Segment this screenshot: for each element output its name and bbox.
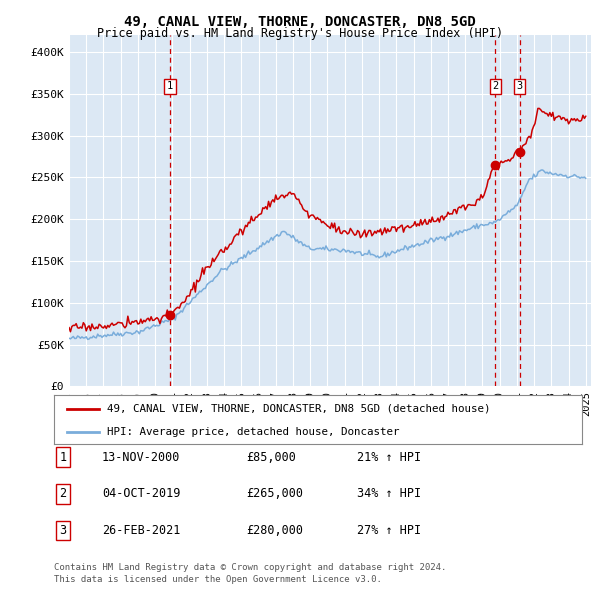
Text: 21% ↑ HPI: 21% ↑ HPI xyxy=(357,451,421,464)
Text: 26-FEB-2021: 26-FEB-2021 xyxy=(102,524,181,537)
Text: 1: 1 xyxy=(59,451,67,464)
Text: £265,000: £265,000 xyxy=(246,487,303,500)
Text: HPI: Average price, detached house, Doncaster: HPI: Average price, detached house, Donc… xyxy=(107,427,400,437)
Text: 2: 2 xyxy=(59,487,67,500)
Text: 13-NOV-2000: 13-NOV-2000 xyxy=(102,451,181,464)
Text: 3: 3 xyxy=(517,81,523,91)
Text: 2: 2 xyxy=(492,81,499,91)
Text: 49, CANAL VIEW, THORNE, DONCASTER, DN8 5GD (detached house): 49, CANAL VIEW, THORNE, DONCASTER, DN8 5… xyxy=(107,404,490,414)
Text: 04-OCT-2019: 04-OCT-2019 xyxy=(102,487,181,500)
Text: 27% ↑ HPI: 27% ↑ HPI xyxy=(357,524,421,537)
Text: Price paid vs. HM Land Registry's House Price Index (HPI): Price paid vs. HM Land Registry's House … xyxy=(97,27,503,40)
Text: £85,000: £85,000 xyxy=(246,451,296,464)
Text: 3: 3 xyxy=(59,524,67,537)
Text: Contains HM Land Registry data © Crown copyright and database right 2024.
This d: Contains HM Land Registry data © Crown c… xyxy=(54,563,446,584)
Text: 49, CANAL VIEW, THORNE, DONCASTER, DN8 5GD: 49, CANAL VIEW, THORNE, DONCASTER, DN8 5… xyxy=(124,15,476,29)
Text: £280,000: £280,000 xyxy=(246,524,303,537)
Text: 1: 1 xyxy=(167,81,173,91)
Text: 34% ↑ HPI: 34% ↑ HPI xyxy=(357,487,421,500)
